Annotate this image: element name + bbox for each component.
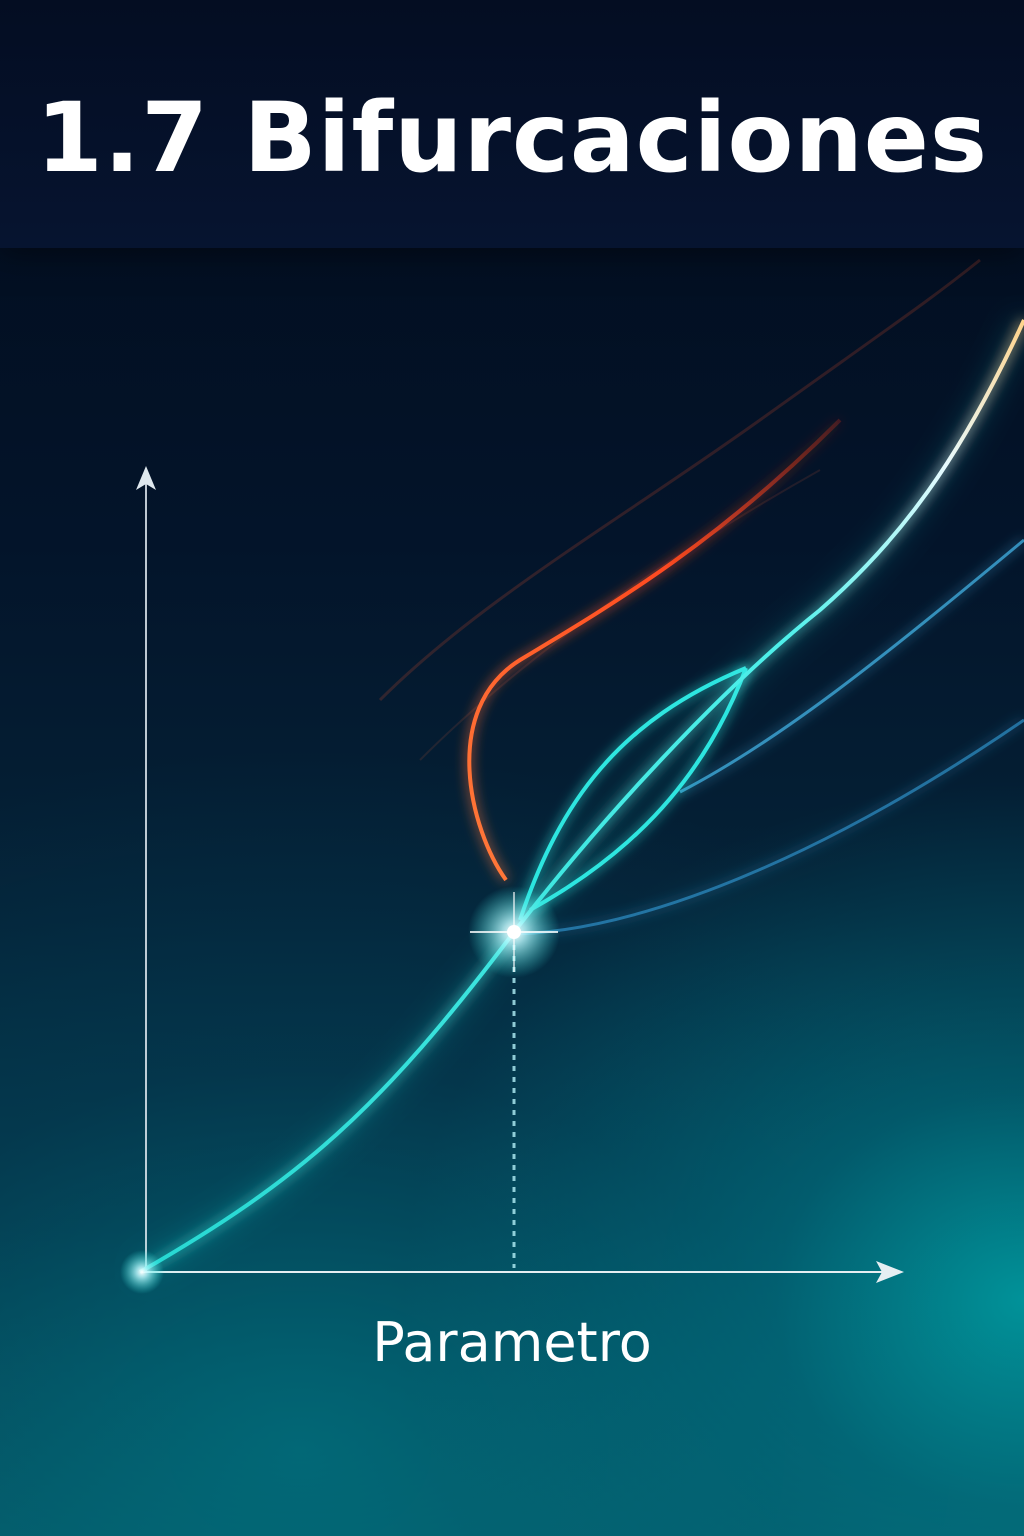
loop-branch-lower — [529, 667, 748, 912]
upper-branch — [467, 418, 842, 882]
faint-streak — [378, 258, 981, 702]
outer-branch-lower — [515, 718, 1024, 936]
bifurcation-point-core — [507, 925, 521, 939]
y-axis-arrow-icon — [136, 466, 156, 490]
origin-glow — [120, 1250, 164, 1294]
title-band — [0, 0, 1024, 248]
outer-branch-upper — [679, 538, 1024, 794]
page-title: 1.7 Bifurcaciones — [35, 82, 989, 194]
loop-branch-upper — [518, 666, 747, 921]
x-axis-label: Parametro — [372, 1311, 652, 1374]
main-branch — [137, 317, 1024, 1278]
main-branch-core — [139, 319, 1024, 1274]
x-axis-arrow-icon — [876, 1261, 904, 1283]
